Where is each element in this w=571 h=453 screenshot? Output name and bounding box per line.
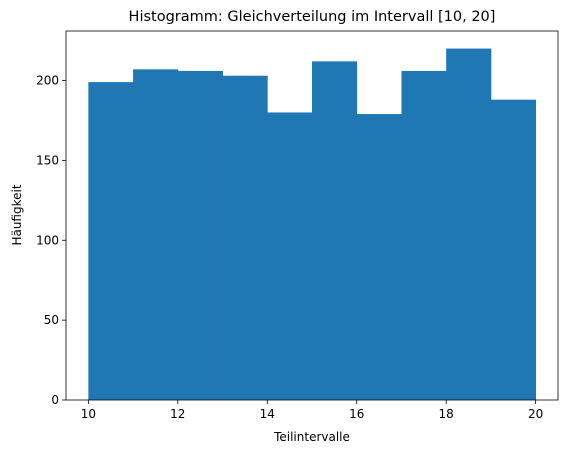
histogram-bar — [133, 69, 179, 401]
chart-title: Histogramm: Gleichverteilung im Interval… — [129, 9, 496, 25]
x-tick-label: 16 — [349, 407, 364, 421]
histogram-bar — [267, 112, 313, 400]
x-tick-label: 14 — [260, 407, 275, 421]
histogram-bar — [401, 70, 447, 401]
histogram-bar — [312, 61, 358, 401]
y-tick-label: 50 — [44, 313, 59, 327]
x-axis-ticks: 10 12 14 16 18 20 — [81, 400, 543, 421]
plot-frame — [65, 30, 559, 401]
y-tick-label: 0 — [51, 393, 59, 407]
y-axis-ticks: 0 50 100 150 200 — [36, 74, 66, 407]
x-axis-label: Teilintervalle — [273, 430, 350, 444]
histogram-bar — [356, 114, 402, 400]
histogram-bar — [490, 99, 537, 401]
x-tick-label: 20 — [528, 407, 543, 421]
histogram-bar — [88, 82, 134, 400]
x-tick-label: 12 — [170, 407, 185, 421]
histogram-bar — [177, 70, 223, 401]
histogram-bar — [222, 75, 268, 401]
y-tick-label: 150 — [36, 153, 59, 167]
y-tick-label: 100 — [36, 233, 59, 247]
x-tick-label: 10 — [81, 407, 96, 421]
histogram-bar — [446, 48, 492, 400]
y-tick-label: 200 — [36, 74, 59, 88]
y-axis-label: Häufigkeit — [10, 184, 24, 245]
x-tick-label: 18 — [439, 407, 454, 421]
bars-group — [88, 48, 537, 401]
